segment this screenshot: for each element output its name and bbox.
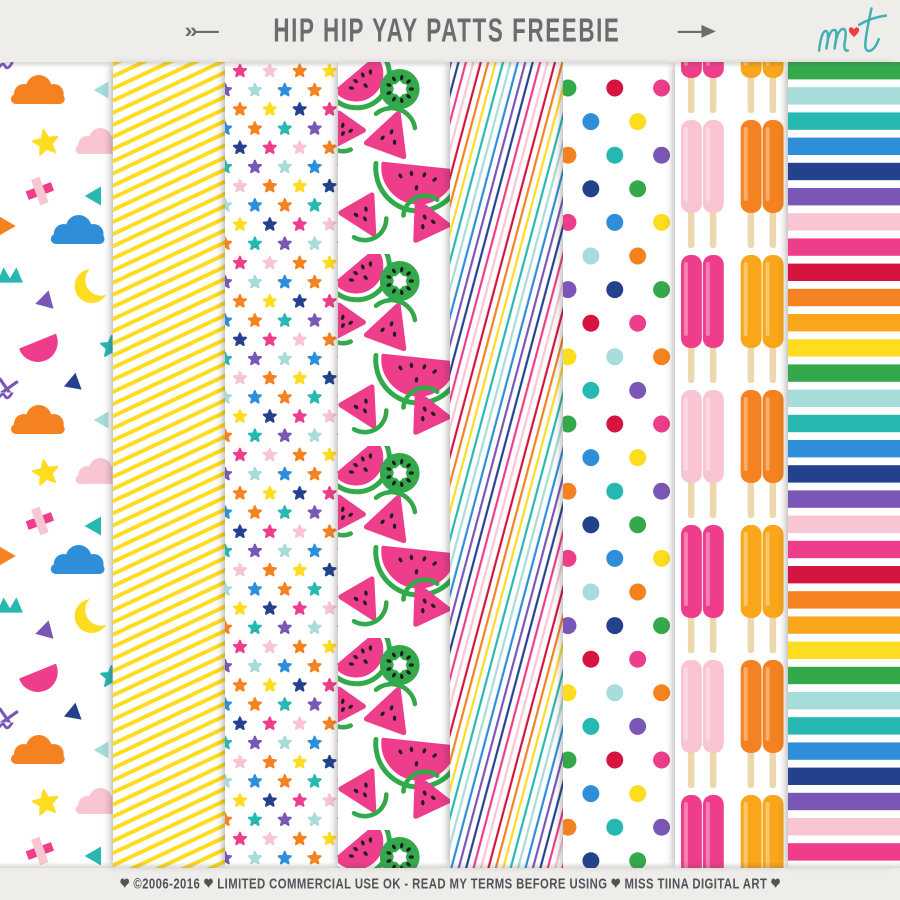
pattern-rainbow-dots	[562, 62, 675, 868]
title-row: »— HIP HIP YAY PATTS FREEBIE —►	[184, 12, 721, 49]
copyright-terms-text: ❤ ©2006-2016 ❤ LIMITED COMMERCIAL USE OK…	[119, 875, 781, 892]
pattern-twin-popsicles	[675, 62, 788, 868]
paper-rainbow-dots	[562, 62, 675, 868]
arrow-right-icon: —►	[677, 18, 721, 43]
paper-swatches	[0, 62, 900, 868]
pattern-memphis-shapes	[0, 62, 113, 868]
footer: ❤ ©2006-2016 ❤ LIMITED COMMERCIAL USE OK…	[0, 868, 900, 900]
paper-rainbow-pinstripes	[450, 62, 563, 868]
logo-mt-script	[817, 7, 888, 53]
pattern-rainbow-stars	[225, 62, 338, 868]
pattern-rainbow-horizontal-stripes	[787, 62, 900, 868]
header: »— HIP HIP YAY PATTS FREEBIE —►	[0, 0, 900, 62]
pattern-watermelon-kiwi	[337, 62, 450, 868]
pattern-yellow-diagonal-stripes	[112, 62, 225, 868]
paper-yellow-diagonal-stripes	[112, 62, 225, 868]
paper-twin-popsicles	[675, 62, 788, 868]
miss-tiina-logo-icon	[817, 7, 888, 53]
arrow-left-icon: »—	[184, 18, 219, 43]
paper-watermelon-kiwi	[337, 62, 450, 868]
paper-memphis-shapes	[0, 62, 113, 868]
logo-heart-icon	[848, 27, 860, 38]
page-title: HIP HIP YAY PATTS FREEBIE	[273, 12, 621, 49]
pattern-rainbow-pinstripes	[450, 62, 563, 868]
paper-rainbow-horizontal-stripes	[787, 62, 900, 868]
paper-rainbow-stars	[225, 62, 338, 868]
